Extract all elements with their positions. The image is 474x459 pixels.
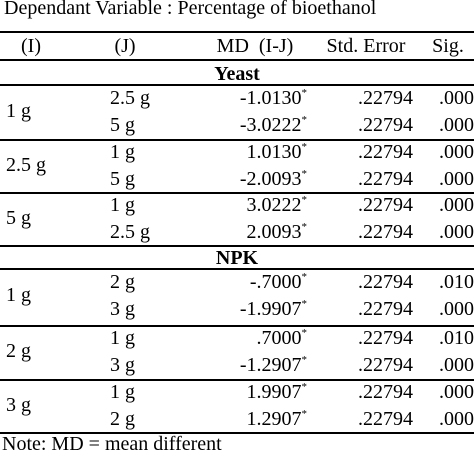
significance-marker: * — [301, 168, 308, 180]
group-rule — [0, 192, 474, 194]
significance-marker: * — [301, 408, 308, 420]
md-value: 1.0130 — [246, 141, 302, 163]
cell-j: 2.5 g — [110, 221, 150, 243]
header-std-error: Std. Error — [326, 35, 406, 57]
cell-j: 3 g — [110, 298, 135, 320]
group-label-i: 1 g — [6, 284, 31, 306]
cell-j: 5 g — [110, 168, 135, 190]
cell-sig: .000 — [439, 168, 474, 190]
cell-std-error: .22794 — [358, 327, 413, 349]
cell-md: -1.9907* — [180, 298, 307, 320]
md-value: -3.0222 — [239, 114, 302, 136]
cell-md: 1.9907* — [180, 381, 308, 403]
cell-std-error: .22794 — [358, 87, 413, 109]
significance-marker: * — [301, 114, 308, 126]
cell-j: 1 g — [110, 194, 135, 216]
cell-j: 3 g — [110, 354, 135, 376]
md-value: 3.0222 — [246, 194, 302, 216]
cell-md: 1.2907* — [180, 408, 308, 430]
header-sig: Sig. — [432, 35, 464, 57]
significance-marker: * — [301, 381, 308, 393]
md-value: 1.9907 — [246, 381, 302, 403]
cell-md: 3.0222* — [180, 194, 308, 216]
md-value: -.7000 — [249, 271, 302, 293]
header-j: (J) — [114, 35, 136, 57]
md-value: -1.9907 — [239, 298, 302, 320]
cell-j: 2.5 g — [110, 87, 150, 109]
significance-marker: * — [301, 354, 308, 366]
group-rule — [0, 245, 474, 247]
group-rule — [0, 139, 474, 141]
cell-md: -1.2907* — [180, 354, 307, 376]
cell-std-error: .22794 — [358, 354, 413, 376]
cell-j: 5 g — [110, 114, 135, 136]
cell-md: -.7000* — [180, 271, 307, 293]
cell-md: -2.0093* — [180, 168, 307, 190]
cell-md: 2.0093* — [180, 221, 308, 243]
md-value: -1.2907 — [239, 354, 302, 376]
md-value: 1.2907 — [246, 408, 302, 430]
group-label-i: 1 g — [6, 100, 31, 122]
cell-j: 1 g — [110, 141, 135, 163]
md-value: .7000 — [256, 327, 302, 349]
group-rule — [0, 432, 474, 434]
cell-std-error: .22794 — [358, 141, 413, 163]
header-md: MD (I-J) — [216, 35, 294, 57]
cell-sig: .000 — [439, 298, 474, 320]
significance-marker: * — [301, 221, 308, 233]
cell-std-error: .22794 — [358, 114, 413, 136]
md-value: 2.0093 — [246, 221, 302, 243]
cell-md: -1.0130* — [180, 87, 307, 109]
cell-sig: .000 — [439, 354, 474, 376]
significance-marker: * — [301, 327, 308, 339]
group-label-i: 3 g — [6, 394, 31, 416]
cell-md: 1.0130* — [180, 141, 308, 163]
significance-marker: * — [301, 87, 308, 99]
section-title: Yeast — [214, 63, 260, 85]
significance-marker: * — [301, 194, 308, 206]
table-caption: Dependant Variable : Percentage of bioet… — [4, 0, 377, 19]
cell-sig: .010 — [439, 327, 474, 349]
cell-std-error: .22794 — [358, 271, 413, 293]
cell-sig: .000 — [439, 114, 474, 136]
md-value: -1.0130 — [239, 87, 302, 109]
cell-md: .7000* — [180, 327, 308, 349]
cell-sig: .000 — [439, 87, 474, 109]
cell-sig: .000 — [439, 141, 474, 163]
cell-std-error: .22794 — [358, 194, 413, 216]
group-rule — [0, 379, 474, 381]
group-label-i: 2.5 g — [6, 154, 46, 176]
section-title: NPK — [215, 247, 259, 269]
md-value: -2.0093 — [239, 168, 302, 190]
cell-std-error: .22794 — [358, 168, 413, 190]
table-note: Note: MD = mean different — [2, 433, 222, 455]
significance-marker: * — [301, 141, 308, 153]
cell-std-error: .22794 — [358, 298, 413, 320]
significance-marker: * — [301, 271, 308, 283]
cell-sig: .000 — [439, 194, 474, 216]
header-bottom-rule — [0, 59, 474, 61]
cell-sig: .000 — [439, 408, 474, 430]
header-top-rule — [0, 31, 474, 33]
section-rule — [0, 84, 474, 86]
significance-marker: * — [301, 298, 308, 310]
group-rule — [0, 325, 474, 327]
cell-sig: .000 — [439, 221, 474, 243]
cell-j: 1 g — [110, 381, 135, 403]
group-label-i: 2 g — [6, 340, 31, 362]
cell-md: -3.0222* — [180, 114, 307, 136]
cell-j: 2 g — [110, 408, 135, 430]
cell-j: 1 g — [110, 327, 135, 349]
section-rule — [0, 268, 474, 270]
cell-std-error: .22794 — [358, 221, 413, 243]
cell-j: 2 g — [110, 271, 135, 293]
cell-sig: .010 — [439, 271, 474, 293]
cell-std-error: .22794 — [358, 408, 413, 430]
cell-std-error: .22794 — [358, 381, 413, 403]
group-label-i: 5 g — [6, 207, 31, 229]
cell-sig: .000 — [439, 381, 474, 403]
header-i: (I) — [21, 35, 41, 57]
